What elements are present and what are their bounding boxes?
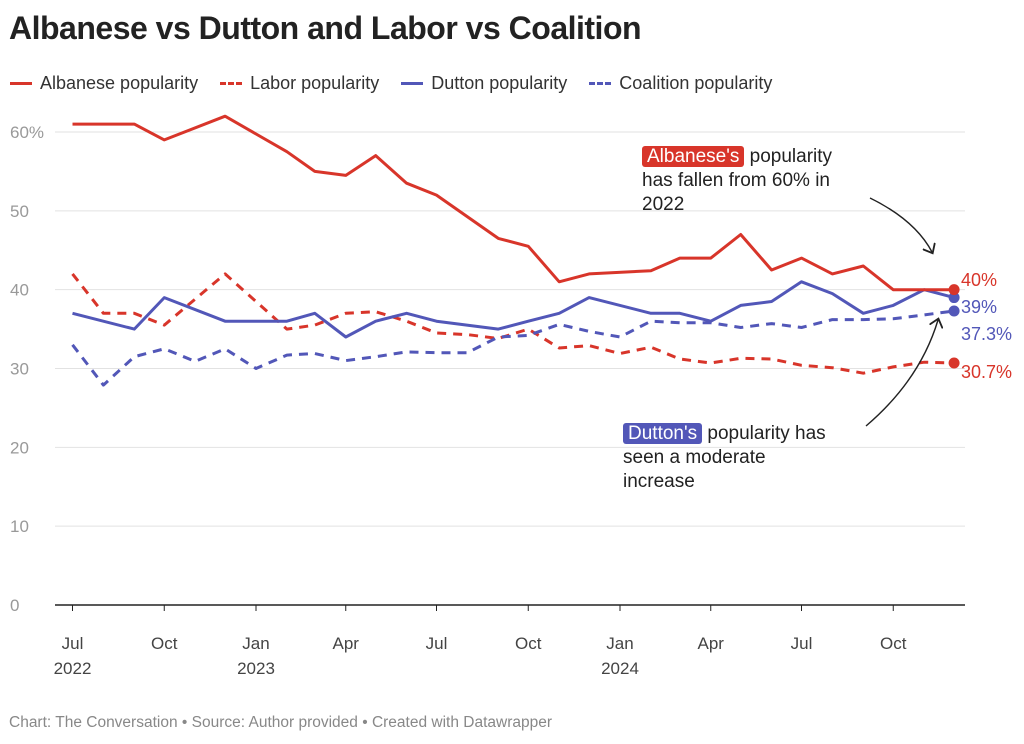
x-tick-year: 2023 xyxy=(237,659,275,678)
annotation-arrow-albanese xyxy=(869,197,932,252)
legend: Albanese popularity Labor popularity Dut… xyxy=(10,73,772,94)
end-value-label: 39% xyxy=(961,297,997,317)
annotation-text: popularity has xyxy=(707,423,826,444)
x-tick-label: Oct xyxy=(880,634,907,653)
legend-label: Dutton popularity xyxy=(431,73,568,93)
annotation-text: seen a moderate xyxy=(623,447,766,468)
series-line-coalition xyxy=(71,309,955,387)
x-tick-label: Jan xyxy=(606,634,633,653)
legend-swatch xyxy=(220,82,243,85)
annotation-text: 2022 xyxy=(642,194,685,215)
legend-swatch xyxy=(10,82,32,85)
series-line-dutton xyxy=(72,280,955,339)
x-tick-label: Jul xyxy=(791,634,813,653)
y-tick-label: 0 xyxy=(10,596,19,615)
y-tick-label: 10 xyxy=(10,517,29,536)
annotation-highlight: Dutton's xyxy=(623,423,703,444)
end-value-label: 37.3% xyxy=(961,324,1012,344)
series-line-labor xyxy=(71,272,955,375)
y-tick-label: 40 xyxy=(10,281,29,300)
x-tick-label: Apr xyxy=(698,634,725,653)
x-tick-label: Apr xyxy=(333,634,360,653)
annotation-highlight: Albanese's xyxy=(642,146,745,167)
legend-swatch xyxy=(401,82,424,85)
legend-item-dutton: Dutton popularity xyxy=(401,73,567,94)
end-point-marker xyxy=(948,292,960,304)
end-point-marker xyxy=(948,357,960,369)
chart-title: Albanese vs Dutton and Labor vs Coalitio… xyxy=(9,10,642,46)
chart-footer: Chart: The Conversation • Source: Author… xyxy=(9,714,553,731)
legend-label: Albanese popularity xyxy=(40,73,199,93)
annotation-text: increase xyxy=(623,471,695,492)
annotation-albanese: Albanese's popularity has fallen from 60… xyxy=(642,145,832,217)
legend-label: Labor popularity xyxy=(250,73,380,93)
y-tick-label: 30 xyxy=(10,360,29,379)
annotation-dutton: Dutton's popularity has seen a moderate … xyxy=(623,422,826,494)
end-point-marker xyxy=(948,305,960,317)
legend-label: Coalition popularity xyxy=(619,73,773,93)
x-tick-label: Jan xyxy=(242,634,269,653)
end-value-label: 40% xyxy=(961,270,997,290)
y-tick-label: 50 xyxy=(10,202,29,221)
series-line-albanese xyxy=(72,114,955,292)
x-tick-label: Oct xyxy=(151,634,178,653)
x-tick-label: Oct xyxy=(515,634,542,653)
legend-swatch xyxy=(589,82,612,85)
y-tick-label: 20 xyxy=(10,438,29,457)
legend-item-albanese: Albanese popularity xyxy=(10,73,198,94)
legend-item-coalition: Coalition popularity xyxy=(589,73,772,94)
annotation-text: popularity xyxy=(749,146,833,167)
end-value-label: 30.7% xyxy=(961,362,1012,382)
annotation-text: has fallen from 60% in xyxy=(642,170,830,191)
x-tick-year: 2024 xyxy=(601,659,639,678)
end-point-marker xyxy=(948,284,960,296)
x-tick-year: 2022 xyxy=(54,659,92,678)
legend-item-labor: Labor popularity xyxy=(220,73,379,94)
annotation-arrow-dutton xyxy=(865,320,938,427)
y-tick-label: 60% xyxy=(10,123,44,142)
x-tick-label: Jul xyxy=(426,634,448,653)
x-tick-label: Jul xyxy=(62,634,84,653)
